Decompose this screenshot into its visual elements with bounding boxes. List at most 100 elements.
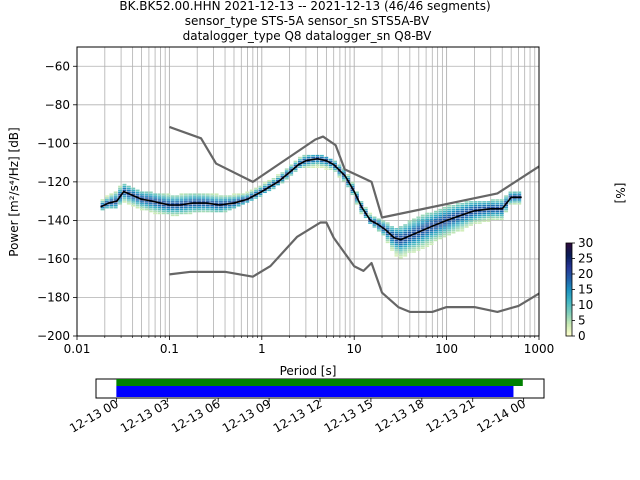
histogram-cell (205, 208, 210, 211)
histogram-cell (236, 204, 241, 207)
histogram-cell (118, 201, 123, 203)
histogram-cell (140, 201, 144, 203)
histogram-cell (394, 239, 399, 242)
histogram-cell (385, 224, 390, 226)
histogram-cell (346, 183, 351, 186)
histogram-cell (390, 233, 394, 236)
histogram-cell (517, 203, 522, 205)
histogram-cell (486, 204, 491, 207)
histogram-cell (267, 183, 272, 186)
histogram-cell (355, 201, 359, 203)
histogram-cell (495, 204, 500, 207)
histogram-cell (390, 241, 394, 244)
histogram-cell (429, 224, 434, 226)
histogram-cell (517, 193, 522, 195)
histogram-cell (504, 210, 509, 213)
histogram-cell (118, 185, 123, 188)
histogram-cell (306, 164, 311, 167)
histogram-cell (192, 204, 197, 207)
y-tick-label: −180 (37, 290, 70, 304)
histogram-cell (504, 208, 509, 211)
colorbar-segment (566, 312, 572, 315)
histogram-cell (482, 214, 487, 217)
histogram-cell (433, 222, 438, 224)
histogram-cell (376, 228, 381, 230)
y-tick-label: −140 (37, 213, 70, 227)
histogram-cell (205, 193, 210, 195)
histogram-cell (491, 199, 495, 201)
colorbar-segment (566, 252, 572, 255)
histogram-cell (104, 201, 109, 203)
histogram-cell (280, 179, 285, 182)
histogram-cell (425, 233, 430, 236)
histogram-cell (315, 156, 320, 159)
histogram-cell (324, 156, 329, 159)
histogram-cell (425, 218, 430, 220)
histogram-cell (319, 164, 324, 167)
histogram-cell (477, 212, 482, 215)
histogram-cell (398, 237, 403, 240)
histogram-cell (135, 193, 140, 195)
colorbar-segment (566, 278, 572, 281)
histogram-cell (262, 185, 267, 188)
timeline-tick-label: 12-13 15 (322, 396, 376, 435)
histogram-cell (416, 216, 421, 219)
histogram-cell (122, 197, 127, 199)
histogram-cell (473, 220, 478, 222)
histogram-cell (315, 160, 320, 163)
histogram-cell (447, 208, 452, 211)
histogram-cell (148, 204, 153, 207)
histogram-cell (403, 253, 408, 255)
histogram-cell (460, 204, 465, 207)
histogram-cell (438, 212, 443, 215)
histogram-cell (328, 164, 333, 167)
histogram-cell (363, 208, 368, 211)
histogram-cell (341, 179, 346, 182)
histogram-cell (438, 231, 443, 234)
histogram-cell (464, 216, 469, 219)
histogram-cell (214, 204, 219, 207)
histogram-cell (451, 208, 456, 211)
histogram-cell (460, 218, 465, 220)
histogram-cell (412, 239, 416, 242)
histogram-cell (223, 197, 228, 199)
histogram-cell (284, 172, 289, 174)
histogram-cell (227, 195, 232, 197)
histogram-cell (491, 216, 495, 219)
histogram-cell (135, 195, 140, 197)
histogram-cell (495, 218, 500, 220)
histogram-cell (451, 222, 456, 224)
histogram-cell (473, 206, 478, 209)
histogram-cell (486, 216, 491, 219)
histogram-cell (477, 216, 482, 219)
colorbar-segment (566, 300, 572, 303)
histogram-cell (390, 239, 394, 242)
histogram-cell (438, 210, 443, 213)
timeline-tick-label: 12-13 03 (118, 396, 172, 435)
timeline-bar (116, 386, 514, 397)
histogram-cell (508, 203, 513, 205)
histogram-cell (416, 224, 421, 226)
histogram-cell (153, 203, 158, 205)
histogram-cell (280, 174, 285, 176)
histogram-cell (122, 187, 127, 190)
histogram-cell (469, 214, 473, 217)
histogram-cell (350, 193, 355, 195)
histogram-cell (258, 193, 263, 195)
histogram-cell (148, 199, 153, 201)
histogram-cell (407, 226, 412, 228)
histogram-cell (447, 230, 452, 232)
histogram-cell (451, 214, 456, 217)
histogram-cell (464, 201, 469, 203)
histogram-cell (188, 208, 193, 211)
histogram-cell (429, 216, 434, 219)
histogram-cell (284, 176, 289, 178)
histogram-cell (372, 216, 377, 219)
histogram-cell (447, 204, 452, 207)
histogram-cell (170, 212, 175, 215)
histogram-cell (126, 203, 131, 205)
histogram-cell (183, 208, 188, 211)
histogram-cell (433, 216, 438, 219)
histogram-cell (140, 206, 144, 209)
histogram-cell (455, 214, 460, 217)
